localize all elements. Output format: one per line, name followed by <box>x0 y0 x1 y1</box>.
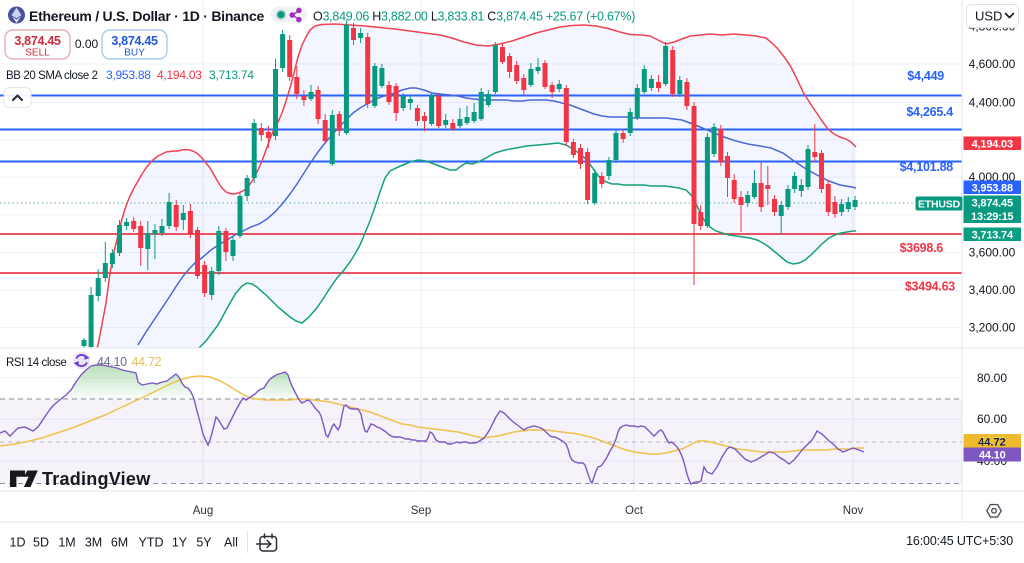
svg-text:3,200.00: 3,200.00 <box>969 321 1016 335</box>
svg-text:3M: 3M <box>85 536 102 550</box>
svg-text:$4,449: $4,449 <box>907 69 944 83</box>
svg-text:TradingView: TradingView <box>42 469 151 489</box>
svg-text:$4,101.88: $4,101.88 <box>900 160 954 174</box>
svg-text:ETHUSD: ETHUSD <box>918 199 961 211</box>
svg-text:44.72: 44.72 <box>132 355 162 369</box>
svg-text:3,953.88: 3,953.88 <box>106 68 151 82</box>
svg-text:5Y: 5Y <box>196 536 212 550</box>
svg-text:$4,265.4: $4,265.4 <box>906 105 953 119</box>
svg-text:13:29:15: 13:29:15 <box>971 211 1014 223</box>
svg-text:All: All <box>224 536 238 550</box>
svg-text:Ethereum / U.S. Dollar · 1D ·: Ethereum / U.S. Dollar · 1D · Binance <box>29 8 264 24</box>
svg-text:1D: 1D <box>10 536 26 550</box>
svg-text:44.10: 44.10 <box>979 450 1006 462</box>
svg-text:USD: USD <box>975 9 1002 24</box>
svg-text:O3,849.06 H3,882.00 L3,833.81: O3,849.06 H3,882.00 L3,833.81 C3,874.45 … <box>313 10 635 24</box>
svg-text:$3698.6: $3698.6 <box>900 241 944 255</box>
svg-text:3,874.45: 3,874.45 <box>972 197 1013 209</box>
svg-text:BUY: BUY <box>124 48 145 59</box>
svg-text:3,400.00: 3,400.00 <box>969 283 1016 297</box>
svg-text:16:00:45 UTC+5:30: 16:00:45 UTC+5:30 <box>906 534 1013 548</box>
svg-text:Aug: Aug <box>193 505 213 517</box>
svg-text:3,713.74: 3,713.74 <box>209 68 254 82</box>
svg-text:Nov: Nov <box>843 505 864 517</box>
svg-text:SELL: SELL <box>25 48 50 59</box>
svg-text:5D: 5D <box>33 536 49 550</box>
svg-text:80.00: 80.00 <box>977 371 1007 385</box>
svg-text:3,600.00: 3,600.00 <box>969 246 1016 260</box>
svg-text:YTD: YTD <box>139 536 164 550</box>
svg-text:3,874.45: 3,874.45 <box>111 34 158 48</box>
svg-text:BB 20 SMA close 2: BB 20 SMA close 2 <box>6 70 98 82</box>
svg-text:4,194.03: 4,194.03 <box>972 138 1013 150</box>
svg-text:0.00: 0.00 <box>75 37 99 51</box>
svg-text:3,953.88: 3,953.88 <box>972 182 1013 194</box>
svg-text:Sep: Sep <box>411 505 431 517</box>
svg-text:3,874.45: 3,874.45 <box>14 34 61 48</box>
svg-text:1Y: 1Y <box>172 536 188 550</box>
svg-text:6M: 6M <box>111 536 128 550</box>
svg-text:44.72: 44.72 <box>978 437 1006 449</box>
svg-text:60.00: 60.00 <box>977 412 1007 426</box>
svg-text:RSI 14 close: RSI 14 close <box>6 357 66 369</box>
svg-text:4,600.00: 4,600.00 <box>969 57 1016 71</box>
svg-text:Oct: Oct <box>625 505 644 517</box>
svg-text:$3494.63: $3494.63 <box>905 280 955 294</box>
svg-text:4,194.03: 4,194.03 <box>157 68 202 82</box>
svg-text:4,400.00: 4,400.00 <box>969 96 1016 110</box>
svg-text:44.72: 44.72 <box>979 436 1006 448</box>
svg-text:44.10: 44.10 <box>97 355 127 369</box>
svg-text:1M: 1M <box>58 536 75 550</box>
svg-text:3,713.74: 3,713.74 <box>972 229 1014 241</box>
